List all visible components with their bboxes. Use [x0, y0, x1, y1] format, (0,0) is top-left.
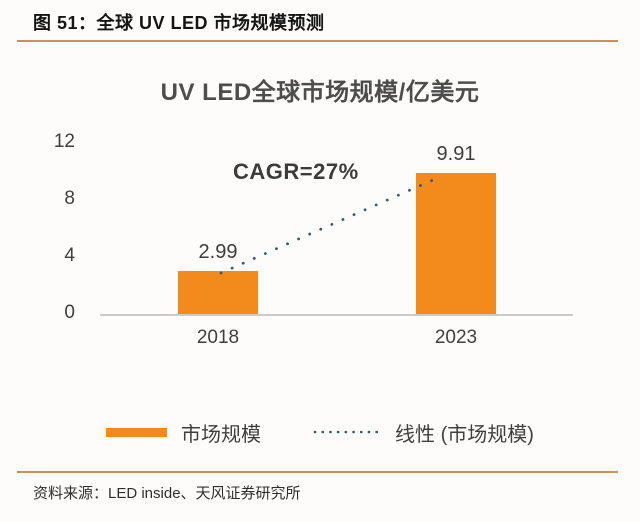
cagr-annotation: CAGR=27%	[233, 159, 359, 184]
legend-dotted-line-swatch	[313, 430, 381, 434]
source-note: 资料来源：LED inside、天风证券研究所	[33, 485, 301, 502]
bar-2018	[178, 271, 258, 314]
x-tick-2018: 2018	[196, 327, 240, 348]
y-tick-4: 4	[64, 245, 75, 266]
header-divider	[17, 40, 618, 42]
legend-bar-swatch	[106, 427, 168, 437]
bar-2023	[416, 173, 496, 314]
legend-series-label: 市场规模	[181, 423, 262, 446]
legend-trendline-label: 线性 (市场规模)	[395, 423, 534, 446]
footer-divider	[17, 471, 618, 473]
value-label-2018: 2.99	[198, 241, 238, 263]
chart-legend: 市场规模 线性 (市场规模)	[0, 419, 640, 446]
value-label-2023: 9.91	[436, 143, 476, 165]
y-axis: 12 8 4 0	[30, 131, 75, 324]
chart-title: UV LED全球市场规模/亿美元	[160, 79, 480, 106]
y-tick-0: 0	[64, 302, 75, 323]
x-axis-line	[100, 314, 573, 316]
y-tick-12: 12	[53, 131, 75, 152]
figure-title: 图 51：全球 UV LED 市场规模预测	[33, 13, 325, 33]
x-tick-2023: 2023	[434, 327, 478, 348]
y-tick-8: 8	[64, 188, 75, 209]
